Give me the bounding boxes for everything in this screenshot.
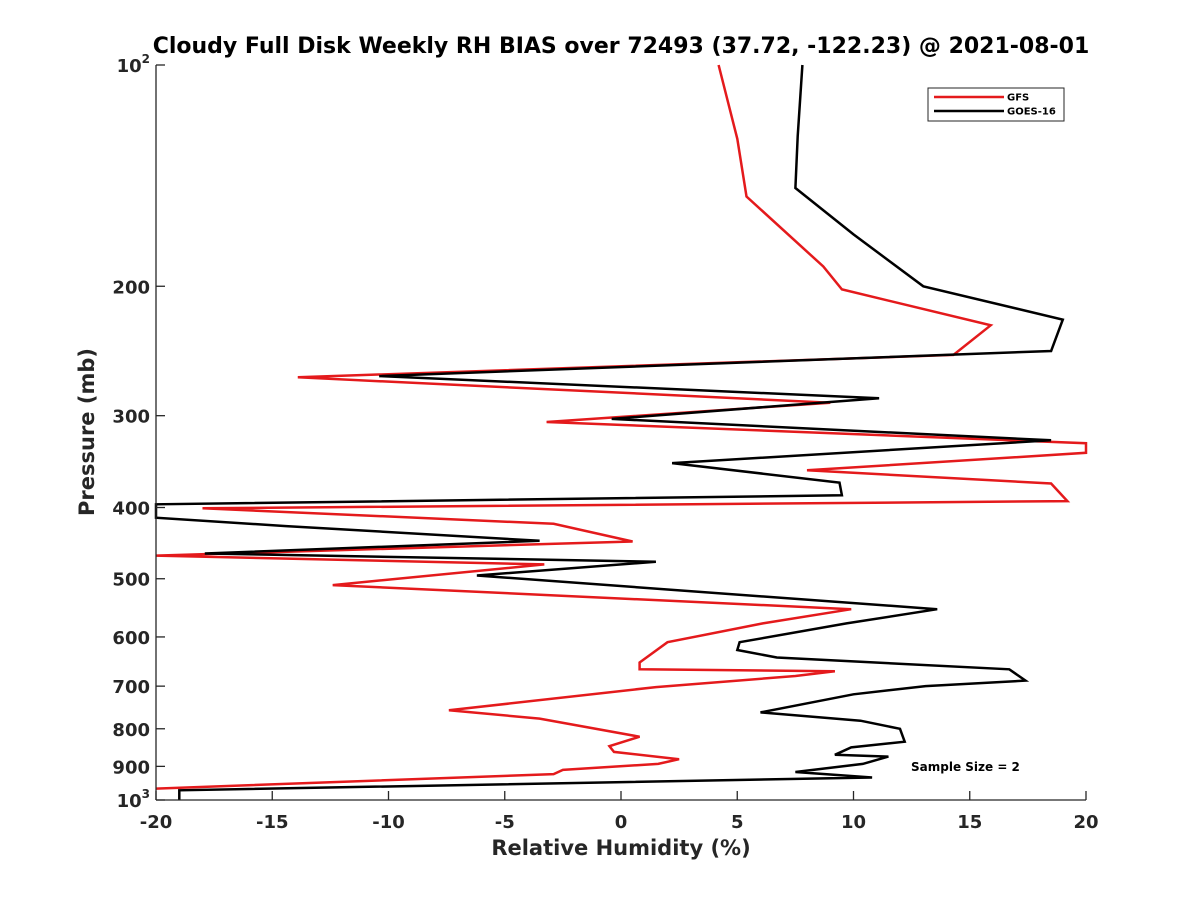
y-tick-label: 500 xyxy=(112,570,150,591)
x-axis-label: Relative Humidity (%) xyxy=(491,836,750,860)
y-tick-label: 400 xyxy=(112,499,150,520)
x-tick-label: 5 xyxy=(731,812,744,833)
y-ticks: 102 200 300 400 500 600 700 800 900 103 xyxy=(112,52,165,812)
legend-box xyxy=(927,87,1065,122)
y-tick-label: 200 xyxy=(112,277,150,298)
x-tick-label: -10 xyxy=(372,812,405,833)
legend-label-gfs: GFS xyxy=(1007,93,1029,104)
x-tick-label: -5 xyxy=(495,812,515,833)
x-tick-label: 0 xyxy=(615,812,628,833)
x-tick-label: 15 xyxy=(957,812,982,833)
x-tick-label: 10 xyxy=(841,812,866,833)
y-axis-label: Pressure (mb) xyxy=(75,348,99,516)
y-tick-label: 102 xyxy=(117,52,150,77)
series-layer xyxy=(154,64,1088,800)
y-tick-label: 900 xyxy=(112,757,150,778)
y-tick-label: 800 xyxy=(112,720,150,741)
x-tick-label: -20 xyxy=(140,812,173,833)
legend: GFS GOES-16 xyxy=(927,87,1065,122)
y-tick-label: 103 xyxy=(117,787,150,812)
y-tick-label: 700 xyxy=(112,677,150,698)
x-tick-label: -15 xyxy=(256,812,289,833)
y-tick-label: 300 xyxy=(112,407,150,428)
x-ticks: -20 -15 -10 -5 0 5 10 15 20 xyxy=(140,791,1099,833)
x-tick-label: 20 xyxy=(1073,812,1098,833)
sample-size-annotation: Sample Size = 2 xyxy=(911,760,1020,774)
chart-title: Cloudy Full Disk Weekly RH BIAS over 724… xyxy=(153,34,1090,59)
y-tick-label: 600 xyxy=(112,628,150,649)
legend-label-goes16: GOES-16 xyxy=(1007,107,1056,118)
series-line-goes16 xyxy=(154,64,1065,800)
series-line-gfs xyxy=(155,64,1088,790)
